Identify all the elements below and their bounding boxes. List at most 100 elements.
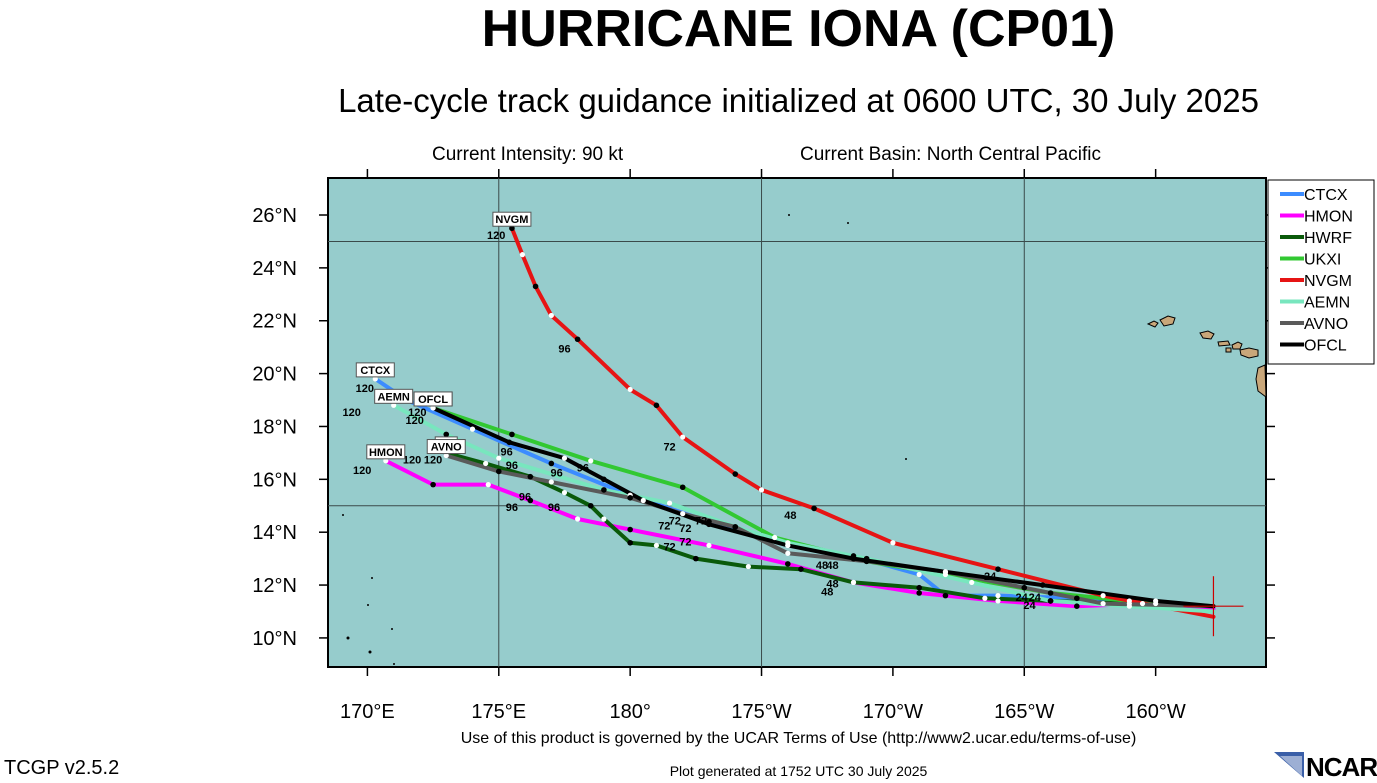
forecast-hour-label: 24 [984,571,997,583]
forecast-hour-label: 120 [353,465,371,477]
ncar-logo-icon [1274,752,1304,778]
forecast-dot [693,555,699,562]
forecast-dot [601,516,607,522]
forecast-dot [1074,595,1080,602]
forecast-dot [785,550,791,556]
y-tick-label: 10°N [252,628,297,650]
end-label-hmon: HMON [369,447,403,459]
forecast-dot [527,497,534,504]
forecast-dot [890,540,896,546]
atoll-specks [342,214,907,665]
y-tick-label: 24°N [252,258,297,280]
forecast-dot [995,598,1001,604]
forecast-dot [1039,582,1046,588]
current-intensity: Current Intensity: 90 kt [432,144,624,165]
ncar-logo-text: NCAR [1306,752,1377,782]
forecast-hour-label: 96 [558,343,570,355]
forecast-dot [443,431,450,438]
forecast-dot [627,526,633,533]
forecast-dot [758,487,765,493]
forecast-dot [588,458,594,464]
forecast-dot [942,569,949,575]
forecast-dots [372,225,1159,610]
forecast-dot [785,561,791,567]
model-end-labels: CTCXHMONRFUKMINVGMAEMNAVNOOFCL [355,211,532,460]
forecast-dot [532,283,539,290]
forecast-dot [653,402,660,409]
forecast-dot [509,431,515,438]
forecast-hour-label: 96 [501,447,513,459]
forecast-hour-label: 24 [1016,592,1029,604]
forecast-dot [561,455,568,461]
legend: CTCX HMON HWRF UKXI NVGM AEMN AVNO OFCL [1267,179,1375,365]
end-label-aemn: AEMN [377,391,409,403]
end-label-box [366,444,406,460]
forecast-hour-label: 96 [550,468,562,480]
forecast-dot [706,521,712,528]
forecast-dot [680,434,686,440]
forecast-dot [679,484,686,491]
forecast-hour-label: 48 [821,587,833,599]
forecast-hour-label: 120 [406,415,424,427]
forecast-hour-label: 48 [816,560,828,572]
forecast-hour-label: 120 [487,230,505,242]
forecast-dot [942,592,949,599]
forecast-dot [850,555,857,562]
forecast-dot [430,405,436,411]
current-position-marker [1183,576,1244,637]
forecast-hour-label: 48 [826,560,838,572]
end-label-ctcx: CTCX [360,365,391,377]
end-label-box [355,362,395,378]
forecast-dot [485,482,491,488]
end-label-box [374,388,414,404]
legend-label-hmon: HMON [1304,209,1353,226]
forecast-hour-label: 120 [403,454,421,466]
forecast-dot [680,511,686,517]
forecast-dot [1139,600,1146,607]
forecast-dot [1021,584,1028,591]
forecast-dot [745,563,751,570]
forecast-dot [548,460,555,467]
forecast-dot [850,579,857,586]
end-label-ofcl: OFCL [418,394,448,406]
ocean-background [327,177,1267,668]
forecast-hour-label: 72 [669,515,681,527]
forecast-hour-label: 120 [424,454,442,466]
forecast-dot [772,534,778,541]
y-tick-label: 22°N [252,311,297,333]
forecast-hour-label: 72 [663,441,675,453]
forecast-dot [527,473,534,480]
forecast-dot [627,495,633,501]
forecast-dot [601,476,607,483]
end-label-nvgm: NVGM [495,214,528,226]
forecast-dot [495,468,502,475]
legend-label-aemn: AEMN [1304,295,1350,312]
axis-tick-labels: 170°E 175°E 180° 175°W 170°W 165°W 160°W 10°N 12… [252,205,1186,723]
x-tick-label: 175°W [731,701,791,723]
forecast-dot [483,460,489,467]
forecast-hour-label: 72 [663,542,675,554]
x-tick-label: 170°E [340,701,395,723]
forecast-hour-label: 96 [577,462,589,474]
y-tick-label: 18°N [252,416,297,438]
forecast-dot [1126,598,1132,604]
forecast-dot [666,500,673,506]
end-label-box [413,391,453,407]
forecast-dot [1100,600,1106,607]
forecast-dot [916,571,922,578]
forecast-dot [1153,598,1159,604]
forecast-dot [443,452,449,459]
forecast-hour-label: 48 [826,579,838,591]
x-tick-label: 160°W [1126,701,1186,723]
forecast-dot [1047,590,1054,596]
legend-label-ofcl: OFCL [1304,338,1347,355]
forecast-dot [1100,593,1106,599]
end-label-box [426,439,466,455]
current-basin: Current Basin: North Central Pacific [800,144,1101,165]
forecast-dot [496,455,502,461]
forecast-dot [383,458,389,464]
legend-label-nvgm: NVGM [1304,273,1352,290]
forecast-dot [995,593,1001,599]
x-tick-label: 175°E [471,701,526,723]
